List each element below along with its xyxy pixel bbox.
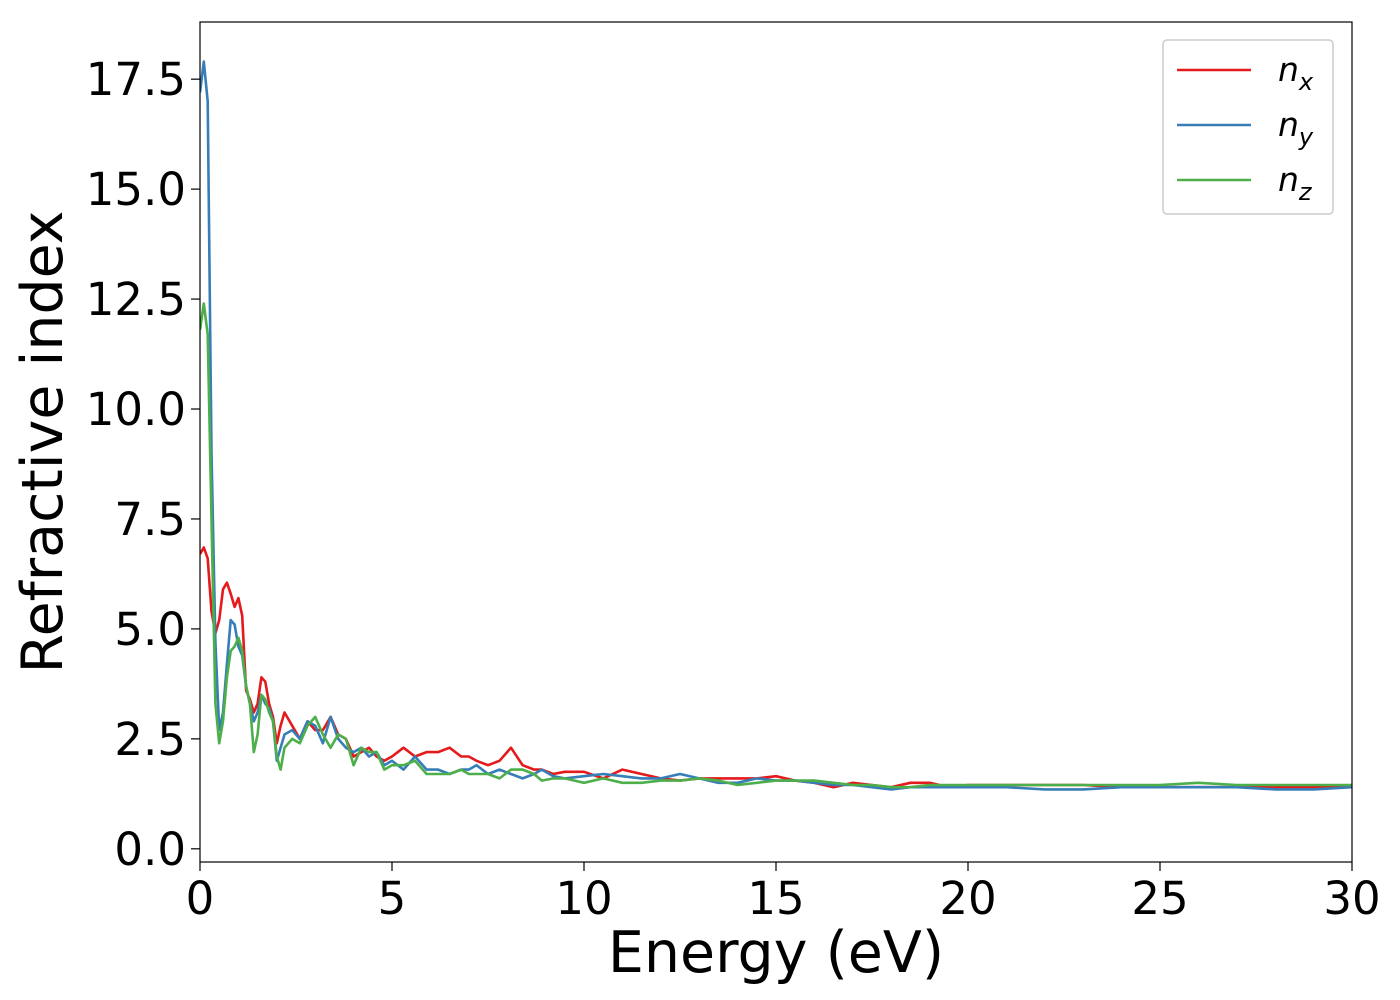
legend-label-z: nz — [1278, 160, 1313, 206]
series-layer — [200, 60, 1352, 791]
y-tick-label: 2.5 — [114, 713, 186, 766]
y-tick-label: 17.5 — [86, 53, 186, 106]
x-axis: 0 5 10 15 20 25 30 — [186, 862, 1381, 925]
x-tick-label: 30 — [1323, 872, 1380, 925]
x-tick-label: 5 — [378, 872, 407, 925]
x-tick-label: 15 — [747, 872, 804, 925]
legend-label-x: nx — [1278, 50, 1314, 96]
x-axis-label: Energy (eV) — [608, 920, 944, 986]
legend-label-y: ny — [1278, 105, 1314, 151]
y-tick-label: 7.5 — [114, 493, 186, 546]
y-tick-label: 0.0 — [114, 823, 186, 876]
x-tick-label: 20 — [939, 872, 996, 925]
y-tick-label: 12.5 — [86, 273, 186, 326]
y-tick-label: 10.0 — [86, 383, 186, 436]
x-tick-label: 0 — [186, 872, 215, 925]
y-axis-label: Refractive index — [10, 211, 76, 674]
y-tick-label: 5.0 — [114, 603, 186, 656]
series-line-z — [200, 302, 1352, 789]
x-tick-label: 10 — [555, 872, 612, 925]
y-axis: 0.0 2.5 5.0 7.5 10.0 12.5 15.0 17.5 — [86, 53, 200, 876]
legend-box — [1162, 39, 1334, 215]
legend: nx ny nz — [1162, 39, 1334, 215]
y-tick-label: 15.0 — [86, 163, 186, 216]
x-tick-label: 25 — [1131, 872, 1188, 925]
